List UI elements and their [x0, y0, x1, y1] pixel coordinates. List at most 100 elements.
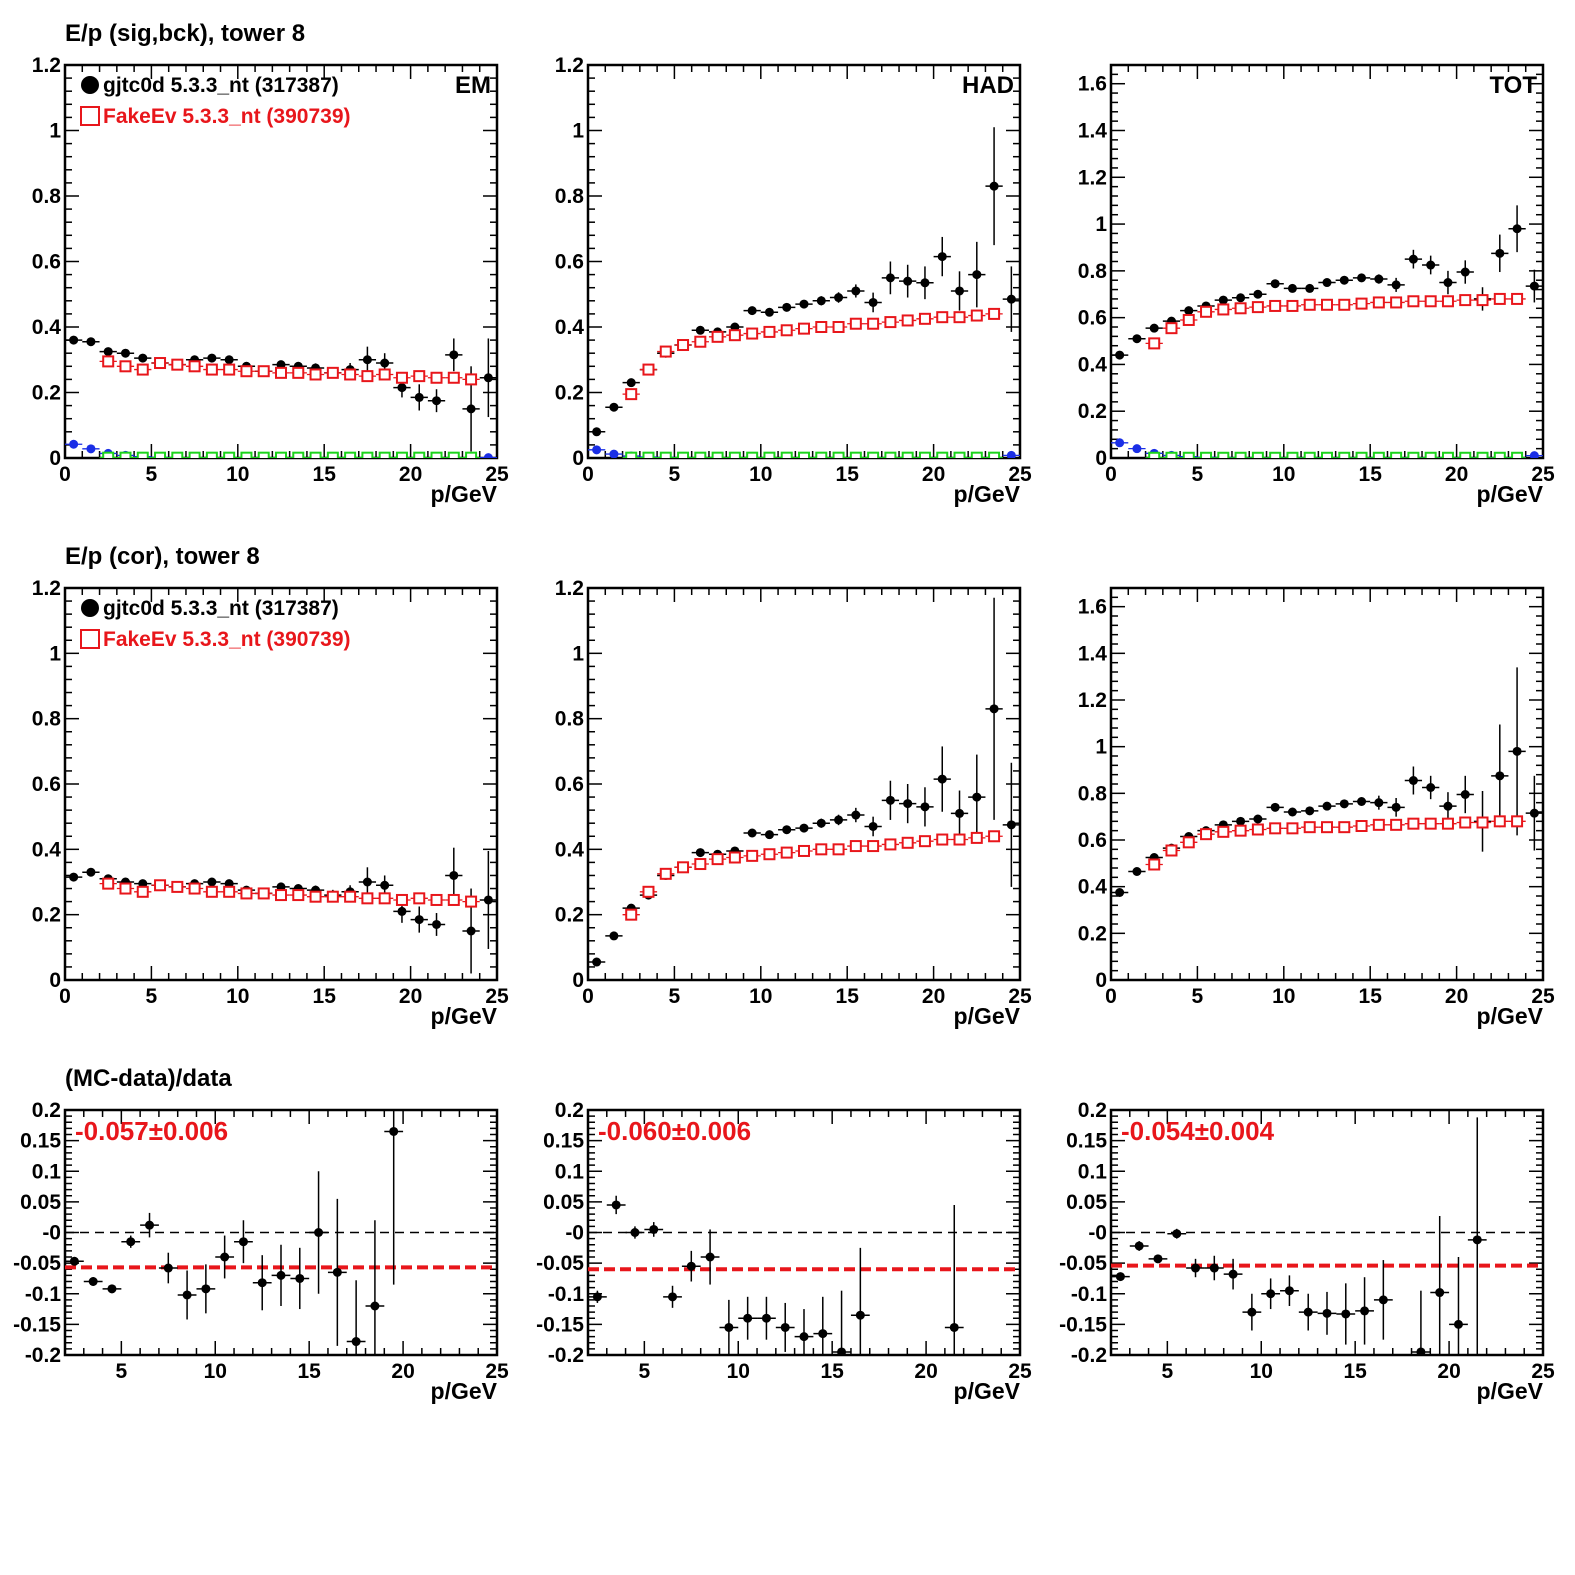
x-tick-label: 10 [749, 985, 772, 1008]
mc-point [1234, 302, 1247, 315]
data-point [1512, 224, 1522, 234]
data-point [1184, 306, 1194, 316]
mc-bck-point [136, 451, 149, 458]
mc-bck-point [1372, 451, 1385, 458]
data-point [1341, 1309, 1351, 1319]
data-point [1357, 797, 1367, 806]
row-title-sig-bck: E/p (sig,bck), tower 8 [65, 20, 306, 47]
x-tick-label: 25 [485, 1360, 509, 1383]
mc-point [918, 835, 931, 848]
y-tick-label: 0.4 [32, 838, 62, 861]
data-point [1134, 1241, 1144, 1251]
data-point [432, 919, 442, 929]
data-point [1153, 1254, 1163, 1264]
data-point [1305, 806, 1315, 816]
y-tick-label: 0.6 [32, 773, 61, 796]
y-tick-label: -0.2 [548, 1344, 584, 1367]
x-tick-label: 15 [836, 463, 860, 486]
mc-bck-point [1286, 451, 1299, 458]
data-point [609, 402, 619, 412]
mc-point [953, 311, 966, 324]
y-tick-label: -0.15 [536, 1313, 584, 1336]
mc-point [1476, 816, 1489, 829]
data-point [1460, 790, 1470, 799]
mean-label: -0.060±0.006 [598, 1116, 751, 1146]
x-tick-label: 20 [922, 985, 945, 1008]
data-point [380, 358, 390, 368]
data-point [816, 296, 826, 306]
y-tick-label: 1 [1095, 213, 1107, 236]
mc-point [936, 833, 949, 846]
mc-point [395, 371, 408, 384]
data-point [1529, 281, 1539, 291]
mc-bck-point [849, 451, 862, 458]
mc-point [102, 877, 115, 890]
mc-bck-point [1390, 451, 1403, 458]
y-tick-label: 0 [49, 447, 61, 470]
mc-bck-point [832, 451, 845, 458]
x-tick-label: 15 [297, 1360, 321, 1383]
legend-data-marker [81, 599, 99, 617]
data-point [182, 1290, 192, 1300]
x-tick-label: 0 [59, 985, 71, 1008]
plot-frame [1109, 586, 1545, 982]
row-title-ratio: (MC-data)/data [65, 1065, 232, 1092]
mc-bck-point [465, 451, 478, 458]
panel-em_sigbck: 0 5 10 15 20 25p/GeV 0 0.2 0.4 0.6 0.8 1 1.2 EM gjtc0d… [32, 54, 509, 507]
plot-area [1111, 1117, 1543, 1355]
series-mc [99, 877, 480, 908]
panel-em_cor: 0 5 10 15 20 25p/GeV 0 0.2 0.4 0.6 0.8 1 1.2 gjtc0d 5… [32, 577, 509, 1029]
data-point [370, 1301, 380, 1311]
mc-point [936, 311, 949, 324]
mc-point [223, 363, 236, 376]
mc-point [205, 363, 218, 376]
data-point [1172, 1229, 1182, 1239]
data-point [1191, 1263, 1201, 1273]
data-point [432, 396, 442, 406]
mc-bck-point [395, 451, 408, 458]
data-point [1228, 1269, 1238, 1279]
data-point [747, 306, 757, 316]
data-point [955, 286, 965, 296]
mc-bck-point [884, 451, 897, 458]
mc-bck-point [867, 451, 880, 458]
data-point [837, 1347, 847, 1355]
mc-point [136, 363, 149, 376]
mc-point [867, 840, 880, 853]
x-tick-label: 5 [669, 463, 681, 486]
y-tick-label: -0.05 [536, 1252, 584, 1275]
series-data [1111, 1117, 1487, 1355]
x-tick-label: 15 [313, 985, 337, 1008]
data-point [761, 1313, 771, 1323]
data-point [1435, 1288, 1445, 1298]
mc-point [763, 848, 776, 861]
bck-point [1006, 450, 1016, 458]
y-tick-label: 0.1 [32, 1160, 62, 1183]
mc-point [102, 355, 115, 368]
data-point [86, 867, 96, 877]
mc-point [154, 357, 167, 370]
mc-point [1511, 815, 1524, 828]
y-tick-label: 0.8 [32, 708, 62, 731]
data-point [816, 818, 826, 828]
data-point [1495, 248, 1505, 258]
data-point [851, 286, 861, 296]
mean-label: -0.057±0.006 [75, 1116, 228, 1146]
data-point [1322, 1308, 1332, 1318]
data-point [69, 872, 79, 882]
panel-had_sigbck: 0 5 10 15 20 25p/GeV 0 0.2 0.4 0.6 0.8 1 1.2 HAD [555, 54, 1032, 507]
y-tick-label: 0.2 [1078, 1099, 1107, 1122]
x-tick-label: 5 [146, 463, 158, 486]
mc-point [1355, 297, 1368, 310]
y-tick-label: 0.4 [32, 316, 62, 339]
mc-point [1321, 298, 1333, 311]
data-point [851, 810, 861, 820]
data-point [1149, 323, 1159, 333]
mc-point [798, 844, 810, 857]
data-point [920, 802, 930, 812]
x-tick-label: 0 [1105, 463, 1117, 486]
data-point [885, 795, 895, 805]
legend: gjtc0d 5.3.3_nt (317387) FakeEv 5.3.3_nt … [80, 74, 351, 128]
mc-bck-point [205, 451, 218, 458]
series-mc [622, 830, 1003, 921]
